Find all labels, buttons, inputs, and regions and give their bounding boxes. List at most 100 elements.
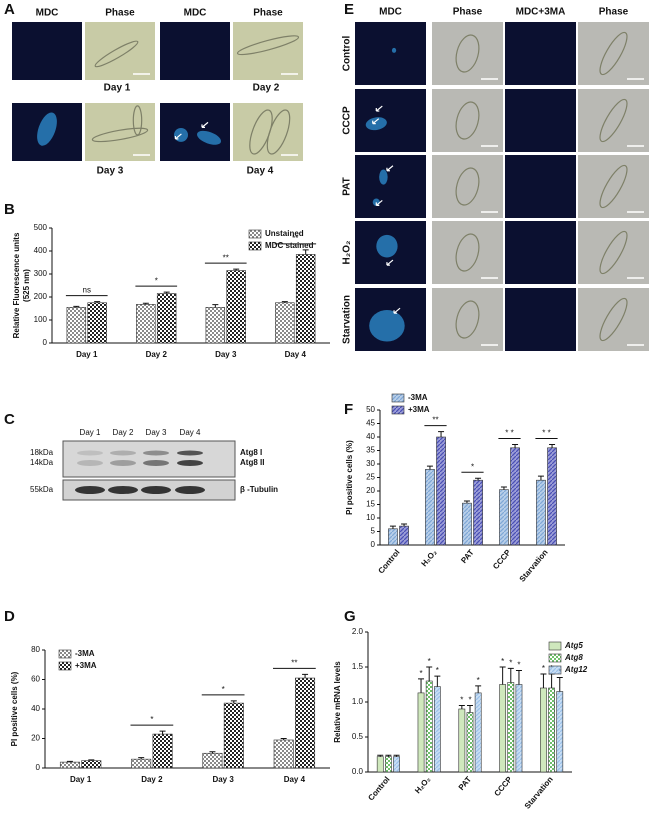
legend-swatch (248, 229, 262, 239)
bar (536, 479, 546, 546)
bar (295, 677, 316, 769)
fluorescence (369, 310, 405, 342)
row-header: CCCP (342, 106, 353, 135)
cell (132, 105, 143, 136)
error-bar (418, 678, 425, 693)
column-header: MDC (184, 8, 207, 19)
micrograph (432, 22, 503, 85)
error-bar (302, 673, 309, 679)
significance: * (419, 669, 422, 678)
legend-swatch (548, 641, 562, 651)
error-bar (302, 249, 309, 255)
cell (455, 300, 480, 339)
bar (499, 489, 509, 546)
error-bar (475, 685, 482, 693)
error-bar (163, 291, 170, 294)
error-bar (458, 705, 465, 709)
bar (515, 684, 523, 773)
column-header: MDC (36, 8, 59, 19)
y-tick-label: 60 (31, 675, 40, 684)
cell (91, 127, 149, 143)
x-tick-label: Control (366, 775, 391, 803)
legend-label: MDC stained (265, 241, 314, 250)
bar (202, 752, 223, 769)
fluorescence (391, 47, 397, 53)
bar (66, 307, 87, 344)
row-header: Starvation (342, 295, 353, 344)
micrograph (233, 103, 303, 161)
column-header: MDC+3MA (516, 7, 566, 18)
x-tick-label: Day 1 (76, 350, 98, 359)
cell (455, 34, 480, 73)
band (75, 486, 105, 494)
panel-label: G (344, 608, 356, 625)
band (141, 486, 171, 494)
micrograph (12, 22, 82, 80)
column-header: Phase (453, 7, 483, 18)
error-bar (280, 738, 287, 740)
y-tick-label: 10 (366, 513, 375, 522)
bar (131, 758, 152, 769)
fluorescence (196, 130, 222, 145)
cell (455, 101, 480, 140)
error-bar (438, 431, 445, 437)
y-tick-label: 50 (366, 405, 375, 414)
bar (499, 684, 507, 773)
blot (62, 440, 236, 478)
y-tick-label: 40 (31, 704, 40, 713)
error-bar (540, 673, 547, 688)
legend-swatch (548, 653, 562, 663)
error-bar (393, 754, 400, 757)
bar (87, 302, 107, 344)
bar (474, 692, 482, 773)
bar (507, 682, 515, 773)
error-bar (434, 675, 441, 687)
bar (393, 756, 400, 773)
significance: * (436, 666, 439, 675)
bar (547, 447, 557, 546)
x-tick-label: Day 1 (70, 775, 92, 784)
y-tick-label: 1.5 (352, 662, 364, 671)
y-tick-label: 300 (34, 269, 48, 278)
error-bar (142, 302, 149, 305)
significance: ** (223, 253, 229, 262)
bar (425, 680, 433, 773)
row-header: H₂O₂ (342, 241, 353, 265)
bar (59, 761, 80, 769)
micrograph (505, 89, 576, 152)
bar (556, 691, 564, 773)
significance: ** (291, 658, 297, 667)
y-tick-label: 45 (366, 419, 375, 428)
cell (599, 230, 628, 275)
bar (466, 712, 474, 773)
y-tick-label: 80 (31, 645, 40, 654)
x-tick-label: Control (376, 548, 401, 576)
y-axis-label: Relative Fluorescence units (12, 232, 21, 338)
error-bar (230, 700, 237, 704)
cell (266, 109, 291, 155)
error-bar (556, 677, 563, 692)
cell (455, 167, 480, 206)
significance: ** (292, 234, 298, 243)
band (77, 450, 103, 456)
significance: * (471, 462, 474, 471)
lane-label: Day 4 (180, 428, 201, 437)
error-bar (475, 477, 482, 481)
legend-label: Unstained (265, 229, 304, 238)
significance: * (517, 661, 520, 670)
micrograph (432, 288, 503, 351)
marker-label: 14kDa (30, 458, 54, 467)
legend-swatch (391, 405, 405, 415)
y-tick-label: 0.0 (352, 767, 364, 776)
panel-label: A (4, 1, 15, 18)
panel-label: E (344, 1, 354, 18)
band-label: β -Tubulin (240, 485, 278, 494)
bar (273, 739, 294, 769)
x-tick-label: Day 3 (215, 350, 237, 359)
error-bar (512, 444, 519, 448)
arrow (386, 165, 394, 172)
legend-swatch (391, 393, 405, 403)
cell (599, 31, 628, 76)
x-tick-label: CCCP (492, 774, 514, 798)
significance: ** (432, 416, 438, 425)
